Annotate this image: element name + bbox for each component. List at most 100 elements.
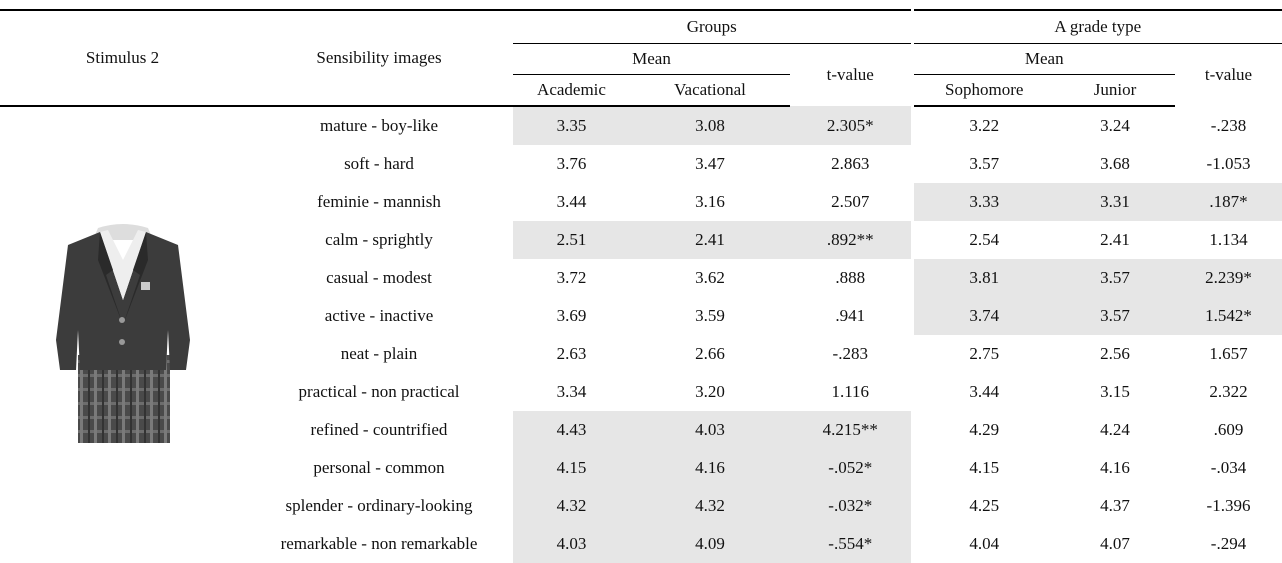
row-label: feminie - mannish xyxy=(245,183,513,221)
value-cell: 3.31 xyxy=(1055,183,1175,221)
value-cell: -.238 xyxy=(1175,106,1282,145)
value-cell: 3.22 xyxy=(912,106,1055,145)
value-cell: 3.68 xyxy=(1055,145,1175,183)
column-header: Vacational xyxy=(630,75,790,107)
value-cell: 4.37 xyxy=(1055,487,1175,525)
column-header: Academic xyxy=(513,75,630,107)
row-label: active - inactive xyxy=(245,297,513,335)
value-cell: 2.239* xyxy=(1175,259,1282,297)
value-cell: -.283 xyxy=(790,335,912,373)
value-cell: 3.15 xyxy=(1055,373,1175,411)
value-cell: 4.16 xyxy=(630,449,790,487)
value-cell: .941 xyxy=(790,297,912,335)
value-cell: 4.09 xyxy=(630,525,790,563)
value-cell: -.294 xyxy=(1175,525,1282,563)
value-cell: 2.305* xyxy=(790,106,912,145)
value-cell: 3.57 xyxy=(1055,259,1175,297)
value-cell: 4.16 xyxy=(1055,449,1175,487)
value-cell: 4.03 xyxy=(630,411,790,449)
value-cell: 4.15 xyxy=(912,449,1055,487)
value-cell: 3.24 xyxy=(1055,106,1175,145)
value-cell: 1.134 xyxy=(1175,221,1282,259)
value-cell: 2.41 xyxy=(630,221,790,259)
value-cell: 3.33 xyxy=(912,183,1055,221)
value-cell: 3.35 xyxy=(513,106,630,145)
value-cell: 4.25 xyxy=(912,487,1055,525)
value-cell: 2.54 xyxy=(912,221,1055,259)
value-cell: 4.04 xyxy=(912,525,1055,563)
row-label: splender - ordinary-looking xyxy=(245,487,513,525)
value-cell: 3.44 xyxy=(912,373,1055,411)
results-table: Stimulus 2 Sensibility images Groups A g… xyxy=(0,9,1282,563)
value-cell: 2.75 xyxy=(912,335,1055,373)
value-cell: 3.72 xyxy=(513,259,630,297)
mean-header: Mean xyxy=(513,44,790,75)
value-cell: 3.81 xyxy=(912,259,1055,297)
column-header: Sophomore xyxy=(912,75,1055,107)
group-title: Groups xyxy=(513,10,912,44)
value-cell: .609 xyxy=(1175,411,1282,449)
value-cell: 3.57 xyxy=(912,145,1055,183)
image-cell xyxy=(0,106,245,563)
value-cell: -1.396 xyxy=(1175,487,1282,525)
value-cell: .187* xyxy=(1175,183,1282,221)
value-cell: -.052* xyxy=(790,449,912,487)
row-label: calm - sprightly xyxy=(245,221,513,259)
value-cell: 3.44 xyxy=(513,183,630,221)
row-label: practical - non practical xyxy=(245,373,513,411)
value-cell: 1.116 xyxy=(790,373,912,411)
value-cell: 4.215** xyxy=(790,411,912,449)
value-cell: -.554* xyxy=(790,525,912,563)
value-cell: 4.32 xyxy=(513,487,630,525)
column-header: Junior xyxy=(1055,75,1175,107)
value-cell: .888 xyxy=(790,259,912,297)
row-label: soft - hard xyxy=(245,145,513,183)
header-cell: Sensibility images xyxy=(245,10,513,106)
t-header: t-value xyxy=(790,44,912,107)
t-header: t-value xyxy=(1175,44,1282,107)
value-cell: 3.47 xyxy=(630,145,790,183)
value-cell: 2.51 xyxy=(513,221,630,259)
value-cell: 1.657 xyxy=(1175,335,1282,373)
value-cell: 2.66 xyxy=(630,335,790,373)
value-cell: 2.507 xyxy=(790,183,912,221)
row-label: casual - modest xyxy=(245,259,513,297)
value-cell: 4.29 xyxy=(912,411,1055,449)
row-label: remarkable - non remarkable xyxy=(245,525,513,563)
value-cell: 3.57 xyxy=(1055,297,1175,335)
value-cell: 3.76 xyxy=(513,145,630,183)
value-cell: 4.03 xyxy=(513,525,630,563)
value-cell: 2.56 xyxy=(1055,335,1175,373)
group-title: A grade type xyxy=(912,10,1282,44)
value-cell: 2.41 xyxy=(1055,221,1175,259)
value-cell: 2.63 xyxy=(513,335,630,373)
page: Stimulus 2 Sensibility images Groups A g… xyxy=(0,0,1282,559)
value-cell: -1.053 xyxy=(1175,145,1282,183)
value-cell: 4.43 xyxy=(513,411,630,449)
row-label: mature - boy-like xyxy=(245,106,513,145)
row-label: refined - countrified xyxy=(245,411,513,449)
row-label: personal - common xyxy=(245,449,513,487)
value-cell: 3.08 xyxy=(630,106,790,145)
value-cell: -.034 xyxy=(1175,449,1282,487)
value-cell: 4.32 xyxy=(630,487,790,525)
value-cell: .892** xyxy=(790,221,912,259)
value-cell: -.032* xyxy=(790,487,912,525)
value-cell: 3.16 xyxy=(630,183,790,221)
value-cell: 3.62 xyxy=(630,259,790,297)
header-cell: Stimulus 2 xyxy=(0,10,245,106)
value-cell: 1.542* xyxy=(1175,297,1282,335)
value-cell: 3.34 xyxy=(513,373,630,411)
value-cell: 4.15 xyxy=(513,449,630,487)
uniform-image xyxy=(38,220,208,445)
mean-header: Mean xyxy=(912,44,1175,75)
value-cell: 3.74 xyxy=(912,297,1055,335)
row-label: neat - plain xyxy=(245,335,513,373)
value-cell: 4.24 xyxy=(1055,411,1175,449)
value-cell: 3.59 xyxy=(630,297,790,335)
value-cell: 2.863 xyxy=(790,145,912,183)
value-cell: 4.07 xyxy=(1055,525,1175,563)
value-cell: 2.322 xyxy=(1175,373,1282,411)
